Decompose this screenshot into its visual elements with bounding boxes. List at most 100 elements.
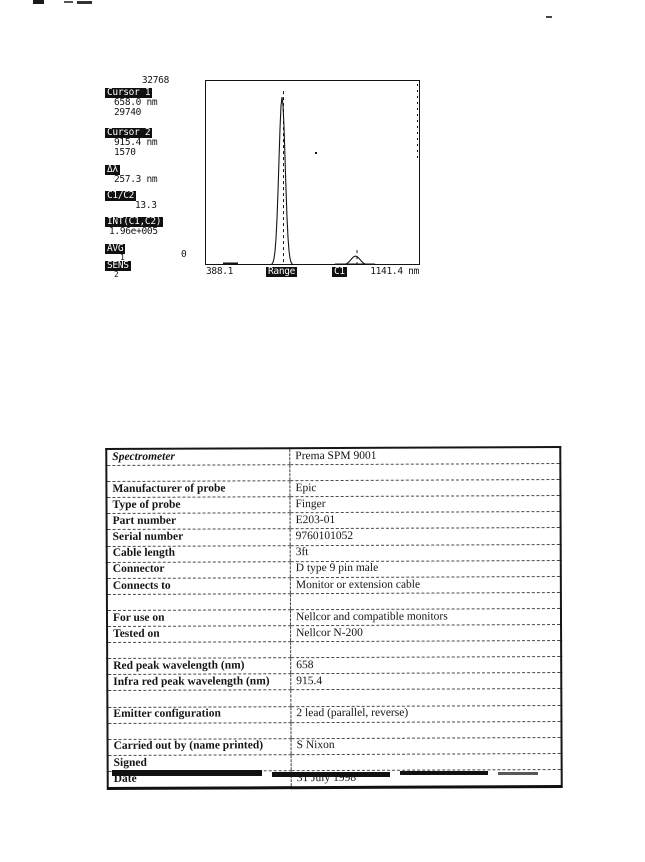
readout-values: 658.0 nm 29740 xyxy=(105,97,158,118)
readout-label: INT(C1,C2) xyxy=(105,216,164,227)
range-softkey-label: Range xyxy=(266,266,298,277)
table-cell-label: Serial number xyxy=(106,529,291,547)
table-row: Spectrometer Prema SPM 9001 xyxy=(106,447,561,466)
readout-value: 13.3 xyxy=(135,200,157,211)
readout-label: Δλ xyxy=(105,164,120,175)
table-cell-label: Type of probe xyxy=(106,496,291,514)
table-cell-value: S Nixon xyxy=(291,737,562,755)
scan-artifact-top-left-3 xyxy=(77,1,92,4)
readout-values: 1.96e+005 xyxy=(105,227,163,237)
readout-label: C1/C2 xyxy=(105,190,137,201)
readout-column: Cursor 1 658.0 nm 29740 Cursor 2 915.4 nm… xyxy=(105,75,205,287)
table-cell-value xyxy=(291,753,562,771)
table-cell-label: For use on xyxy=(106,609,291,627)
table-cell-value xyxy=(290,688,562,707)
spec-table: Spectrometer Prema SPM 9001 Manufacturer… xyxy=(105,446,563,790)
table-cell-value: Nellcor N-200 xyxy=(290,624,562,642)
table-cell-label: Spectrometer xyxy=(106,448,290,466)
table-cell-label: Emitter configuration xyxy=(107,706,291,724)
cursor-flag-label: C1 xyxy=(332,266,347,277)
table-row: Part number E203-01 xyxy=(106,511,561,530)
table-row xyxy=(106,592,561,611)
readout-block: INT(C1,C2) 1.96e+005 xyxy=(105,216,164,237)
readout-block: C1/C2 13.3 xyxy=(105,191,157,211)
table-cell-label: Connects to xyxy=(106,577,291,595)
table-cell-value: D type 9 pin male xyxy=(290,560,561,578)
scan-artifact-top-left xyxy=(33,0,44,4)
spectrum-plot xyxy=(205,80,420,265)
readout-value: 257.3 nm xyxy=(114,174,158,185)
table-row xyxy=(107,721,562,740)
table-row: Tested on Nellcor N-200 xyxy=(107,624,562,643)
table-row xyxy=(106,463,561,482)
readout-block: SENS 2 xyxy=(105,260,131,279)
table-cell-value: Nellcor and compatible monitors xyxy=(290,608,562,626)
table-cell-label: Manufacturer of probe xyxy=(106,480,290,498)
table-cell-label: Cable length xyxy=(106,545,291,563)
readout-value: 1 xyxy=(120,253,125,262)
x-axis-labels: 388.1 Range C1 1141.4 nm xyxy=(205,267,420,279)
table-cell-value xyxy=(290,640,562,658)
table-cell-value: 658 xyxy=(290,656,562,675)
table-row: Infra red peak wavelength (nm) 915.4 xyxy=(107,672,562,691)
table-row: Emitter configuration 2 lead (parallel, … xyxy=(107,705,562,724)
x-axis-end-label: 1141.4 nm xyxy=(370,266,419,277)
y-axis-max-label: 32768 xyxy=(141,75,169,86)
table-row: Serial number 9760101052 xyxy=(106,527,561,547)
scan-artifact-top-right xyxy=(546,16,552,18)
table-cell-value: 9760101052 xyxy=(290,527,561,546)
table-row xyxy=(107,688,562,707)
readout-value: 2 xyxy=(114,270,119,279)
readout-label: Cursor 1 xyxy=(105,87,153,98)
table-row: Cable length 3ft xyxy=(106,544,561,563)
table-row: Red peak wavelength (nm) 658 xyxy=(107,656,562,675)
table-cell-value: 2 lead (parallel, reverse) xyxy=(290,705,562,723)
scan-smudge-bottom-4 xyxy=(498,772,538,775)
table-row: Connector D type 9 pin male xyxy=(106,560,561,579)
table-cell-value: Finger xyxy=(289,495,561,514)
readout-values: 1 xyxy=(105,253,125,262)
readout-label: SENS xyxy=(105,260,131,271)
y-axis-zero-label: 0 xyxy=(181,249,187,260)
table-row: Manufacturer of probe Epic xyxy=(106,479,561,498)
table-cell-value: E203-01 xyxy=(290,511,561,530)
scan-artifact-top-left-2 xyxy=(64,1,73,3)
table-row xyxy=(107,640,562,659)
table-row: Type of probe Finger xyxy=(106,495,561,514)
table-cell-value: Prema SPM 9001 xyxy=(289,447,561,465)
table-cell-label xyxy=(107,641,291,659)
x-axis-start-label: 388.1 xyxy=(206,266,234,277)
table-cell-value xyxy=(290,721,562,739)
scan-smudge-bottom-3 xyxy=(400,771,488,775)
table-row: Signed xyxy=(107,753,562,772)
table-cell-label: Part number xyxy=(106,513,291,530)
readout-value: 1570 xyxy=(114,147,136,158)
table-cell-label xyxy=(106,593,291,611)
table-cell-value: Monitor or extension cable xyxy=(290,576,561,594)
table-cell-label: Infra red peak wavelength (nm) xyxy=(107,674,291,691)
readout-values: 915.4 nm 1570 xyxy=(105,138,158,158)
readout-label: AVG xyxy=(105,243,126,254)
table-cell-value xyxy=(289,463,561,481)
readout-values: 13.3 xyxy=(105,201,157,211)
readout-value: 29740 xyxy=(114,107,142,118)
readout-block: AVG 1 xyxy=(105,243,126,262)
table-cell-label xyxy=(106,464,290,482)
table-cell-label: Signed xyxy=(107,754,292,772)
readout-values: 2 xyxy=(105,270,131,279)
readout-value: 1.96e+005 xyxy=(109,226,158,237)
table-cell-value: 3ft xyxy=(290,544,561,562)
table-cell-label: Tested on xyxy=(107,625,291,643)
readout-block: Δλ 257.3 nm xyxy=(105,164,158,185)
spectrum-chart xyxy=(205,80,420,265)
table-cell-value: Epic xyxy=(289,479,561,497)
readout-value: 658.0 nm xyxy=(114,97,158,108)
table-cell-label xyxy=(107,722,292,740)
table-row: Connects to Monitor or extension cable xyxy=(106,576,561,595)
table-cell-label xyxy=(107,690,291,707)
table-cell-value xyxy=(290,592,561,610)
readout-block: Cursor 2 915.4 nm 1570 xyxy=(105,128,158,158)
readout-values: 257.3 nm xyxy=(105,174,158,185)
scan-smudge-bottom-1 xyxy=(112,770,262,776)
